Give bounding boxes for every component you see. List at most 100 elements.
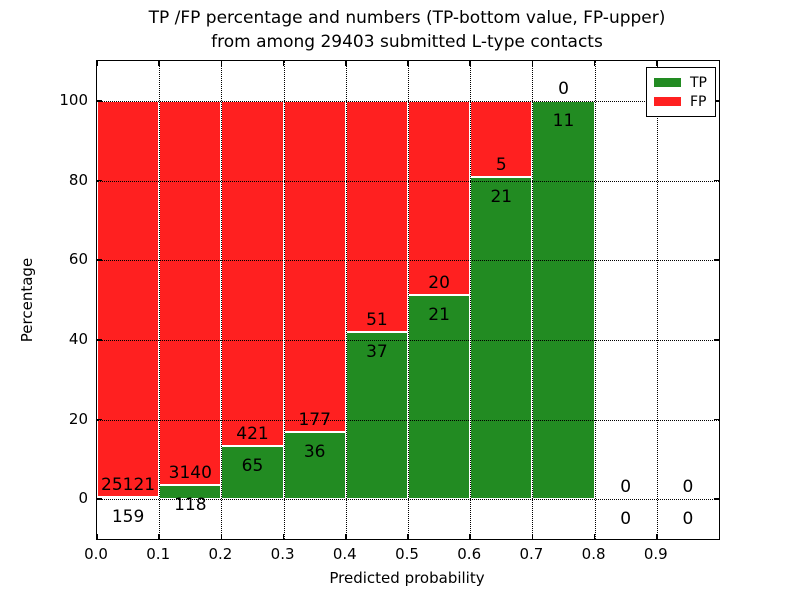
y-tick-label-60: 60 [68,250,88,269]
legend-item-tp: TP [654,73,707,92]
bar-tp-segment-6 [470,177,533,500]
bar-tp-segment-3 [283,431,346,500]
tick-bottom-0.4 [345,534,347,539]
gridline-x-0.8 [594,61,596,539]
tick-bottom-0.3 [282,534,285,539]
bar-tp-segment-0 [97,496,160,500]
tp-count-label-4: 37 [366,341,388,362]
x-tick-label-0.8: 0.8 [581,545,606,563]
gridline-x-0.9 [656,61,658,539]
x-tick-label-0.0: 0.0 [84,545,108,563]
fp-color-swatch [654,97,681,106]
tick-bottom-0.2 [220,534,223,539]
tick-right-60 [714,259,719,261]
x-axis-label: Predicted probability [329,569,485,587]
fp-count-label-5: 20 [428,273,450,294]
tick-bottom-0.0 [96,534,98,539]
bar-tp-segment-5 [408,295,471,500]
tick-left-60 [97,259,102,261]
x-tick-label-0.5: 0.5 [395,545,419,563]
gridline-x-0.6 [470,61,472,539]
gridline-x-0.4 [345,61,347,539]
bar-fp-segment-2 [221,100,284,446]
bar-fp-segment-3 [283,100,346,432]
tick-bottom-0.5 [407,534,409,539]
bar-fp-segment-0 [97,100,160,497]
fp-count-label-7: 0 [558,78,569,99]
tick-top-0.5 [407,61,409,66]
fp-count-label-1: 3140 [168,462,212,483]
tick-top-0.1 [158,61,160,66]
tick-left-0 [97,498,102,500]
tick-left-80 [97,179,102,182]
tick-bottom-0.8 [593,534,596,539]
gridline-x-0.1 [159,61,161,539]
tp-count-label-3: 36 [303,441,326,462]
fp-count-label-2: 421 [236,423,269,444]
tp-count-label-6: 21 [490,187,513,208]
tick-right-40 [714,339,719,341]
tick-top-0.6 [469,61,471,66]
plot-area: TP FP 25121 159 3140 118 421 65 177 36 51 37 20 21 5… [96,60,720,540]
tick-right-80 [714,179,719,182]
chart-title-line-2: from among 29403 submitted L-type contac… [211,32,603,52]
y-tick-label-100: 100 [59,90,88,109]
tick-right-20 [714,418,719,421]
bar-fp-segment-1 [159,100,222,485]
x-tick-label-0.9: 0.9 [643,545,668,563]
gridline-x-0.7 [532,61,534,539]
chart-title: TP /FP percentage and numbers (TP-bottom… [96,6,718,54]
y-axis-label: Percentage [18,257,36,343]
gridline-x-0.2 [221,61,223,539]
fp-count-label-9: 0 [682,477,694,498]
gridline-x-0.3 [283,61,285,539]
legend-item-fp: FP [654,92,707,111]
bar-tp-segment-2 [221,445,284,500]
tick-top-0.4 [345,61,347,66]
tp-count-label-1: 118 [174,494,207,515]
tick-bottom-0.7 [531,534,534,539]
tick-top-0.2 [220,61,223,66]
tp-count-label-2: 65 [241,455,264,476]
y-tick-label-40: 40 [68,329,88,348]
y-tick-label-0: 0 [78,489,88,508]
tp-count-label-7: 11 [552,110,575,131]
tick-bottom-0.1 [158,534,160,539]
tick-left-100 [97,100,102,102]
tick-left-40 [97,339,102,341]
tick-right-100 [714,100,719,102]
y-tick-label-20: 20 [68,409,88,428]
tick-top-0.8 [593,61,596,66]
fp-count-label-6: 5 [495,155,507,176]
tick-left-20 [97,418,102,421]
tick-top-0.9 [656,61,658,66]
fp-count-label-4: 51 [366,309,388,330]
bar-tp-segment-7 [532,100,595,500]
legend-label-fp: FP [690,93,707,110]
x-tick-label-0.2: 0.2 [208,545,233,563]
x-tick-label-0.1: 0.1 [146,545,171,563]
tp-color-swatch [654,78,681,87]
tick-bottom-0.6 [469,534,471,539]
tp-count-label-9: 0 [682,509,694,530]
bar-fp-segment-5 [408,100,471,296]
bar-fp-segment-4 [345,100,408,332]
legend: TP FP [646,67,716,117]
tick-right-0 [714,498,719,500]
tick-bottom-0.9 [656,534,658,539]
x-tick-label-0.4: 0.4 [332,545,357,563]
fp-count-label-3: 177 [298,409,331,430]
fp-count-label-8: 0 [620,477,632,498]
legend-label-tp: TP [690,74,707,91]
fp-count-label-0: 25121 [101,474,156,495]
tick-top-0.0 [96,61,98,66]
x-tick-label-0.7: 0.7 [519,545,544,563]
tp-count-label-8: 0 [620,509,632,530]
chart-title-line-1: TP /FP percentage and numbers (TP-bottom… [148,8,666,28]
gridline-x-0.5 [408,61,409,539]
y-tick-label-80: 80 [68,170,88,189]
tp-count-label-0: 159 [111,506,145,527]
x-tick-label-0.3: 0.3 [270,545,295,563]
x-tick-label-0.6: 0.6 [457,545,482,563]
